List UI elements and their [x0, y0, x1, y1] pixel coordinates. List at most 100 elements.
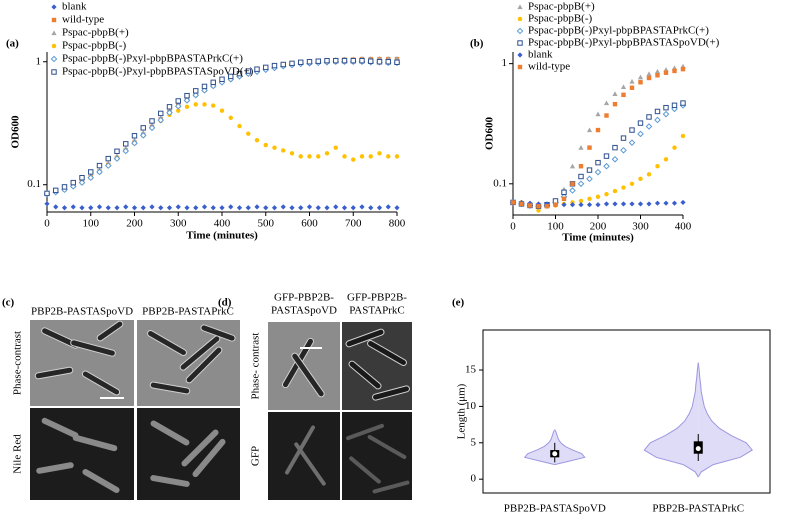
marker [44, 190, 50, 197]
marker [298, 205, 304, 211]
marker [595, 159, 601, 166]
marker [315, 205, 321, 211]
legend-marker [51, 43, 57, 49]
x-tick-label: 200 [126, 218, 143, 230]
marker [646, 75, 652, 81]
marker [245, 205, 251, 211]
marker [237, 123, 242, 129]
marker [645, 123, 653, 130]
marker [140, 205, 146, 211]
marker [629, 78, 635, 84]
row-label: Nile Red [12, 434, 24, 474]
marker [671, 102, 678, 109]
marker [586, 127, 593, 133]
x-tick-label: 800 [389, 218, 406, 230]
marker [219, 76, 225, 82]
legend-label: Pspac-pbpB(+) [528, 1, 595, 13]
marker [254, 138, 260, 143]
marker [586, 175, 593, 183]
marker [236, 70, 243, 77]
y-axis-title: OD600 [10, 115, 22, 149]
marker [96, 162, 103, 169]
marker [184, 92, 190, 99]
violin-half [523, 429, 556, 466]
marker [377, 151, 382, 156]
marker [96, 168, 103, 176]
marker [324, 151, 330, 156]
x-axis-title: Time (minutes) [186, 230, 258, 242]
marker [595, 202, 601, 208]
marker [70, 204, 76, 210]
marker [175, 204, 181, 210]
marker [595, 127, 601, 133]
x-tick-label: 100 [83, 218, 100, 230]
marker [680, 133, 686, 139]
marker [298, 59, 304, 65]
marker [341, 57, 348, 64]
marker [655, 73, 660, 78]
marker [578, 198, 584, 204]
marker [183, 97, 191, 104]
marker [637, 130, 644, 138]
marker [603, 153, 610, 159]
marker [350, 205, 356, 211]
marker [245, 68, 251, 74]
marker [620, 201, 627, 207]
marker [359, 154, 365, 159]
marker [671, 200, 678, 206]
marker [612, 188, 618, 194]
legend-marker [50, 55, 58, 63]
marker [629, 201, 635, 207]
marker [342, 154, 347, 159]
marker [324, 205, 330, 211]
violin-half [697, 362, 754, 478]
marker [166, 205, 173, 211]
marker [113, 155, 121, 162]
marker [341, 205, 348, 211]
y-tick-label: 0 [471, 473, 477, 485]
marker [586, 167, 593, 173]
marker [263, 205, 269, 211]
marker [53, 187, 59, 194]
marker [122, 147, 130, 155]
marker [612, 144, 618, 151]
marker [629, 85, 635, 90]
panel-label: (c) [2, 297, 15, 309]
marker [306, 59, 313, 65]
marker [510, 200, 516, 205]
marker [88, 169, 94, 175]
column-header: PASTAPrkC [349, 305, 405, 317]
marker [620, 147, 627, 154]
marker [254, 66, 260, 72]
marker [654, 108, 661, 115]
y-tick-label: 0.1 [493, 177, 507, 189]
legend-marker [517, 40, 523, 46]
marker [333, 204, 339, 210]
marker [228, 73, 234, 80]
marker [672, 145, 677, 150]
marker [87, 174, 95, 182]
marker [201, 83, 208, 90]
y-tick-label: 15 [465, 364, 477, 376]
marker [594, 168, 602, 176]
marker [629, 127, 635, 133]
x-tick-label: 400 [214, 218, 231, 230]
marker [193, 102, 198, 107]
marker [638, 176, 643, 182]
legend-marker [51, 69, 57, 75]
marker [611, 155, 619, 163]
marker [637, 201, 644, 207]
legend-marker [517, 16, 523, 22]
marker [663, 70, 669, 75]
marker [570, 181, 575, 187]
y-axis-title: Length (μm) [456, 383, 468, 439]
micrograph [30, 408, 134, 500]
marker [271, 205, 278, 211]
x-tick-label: 300 [170, 218, 187, 230]
marker [149, 118, 155, 124]
marker [519, 201, 524, 207]
x-tick-label: 400 [675, 221, 692, 233]
panel-label: (b) [470, 38, 484, 50]
marker [654, 68, 661, 74]
y-tick-label: 1 [36, 55, 42, 67]
